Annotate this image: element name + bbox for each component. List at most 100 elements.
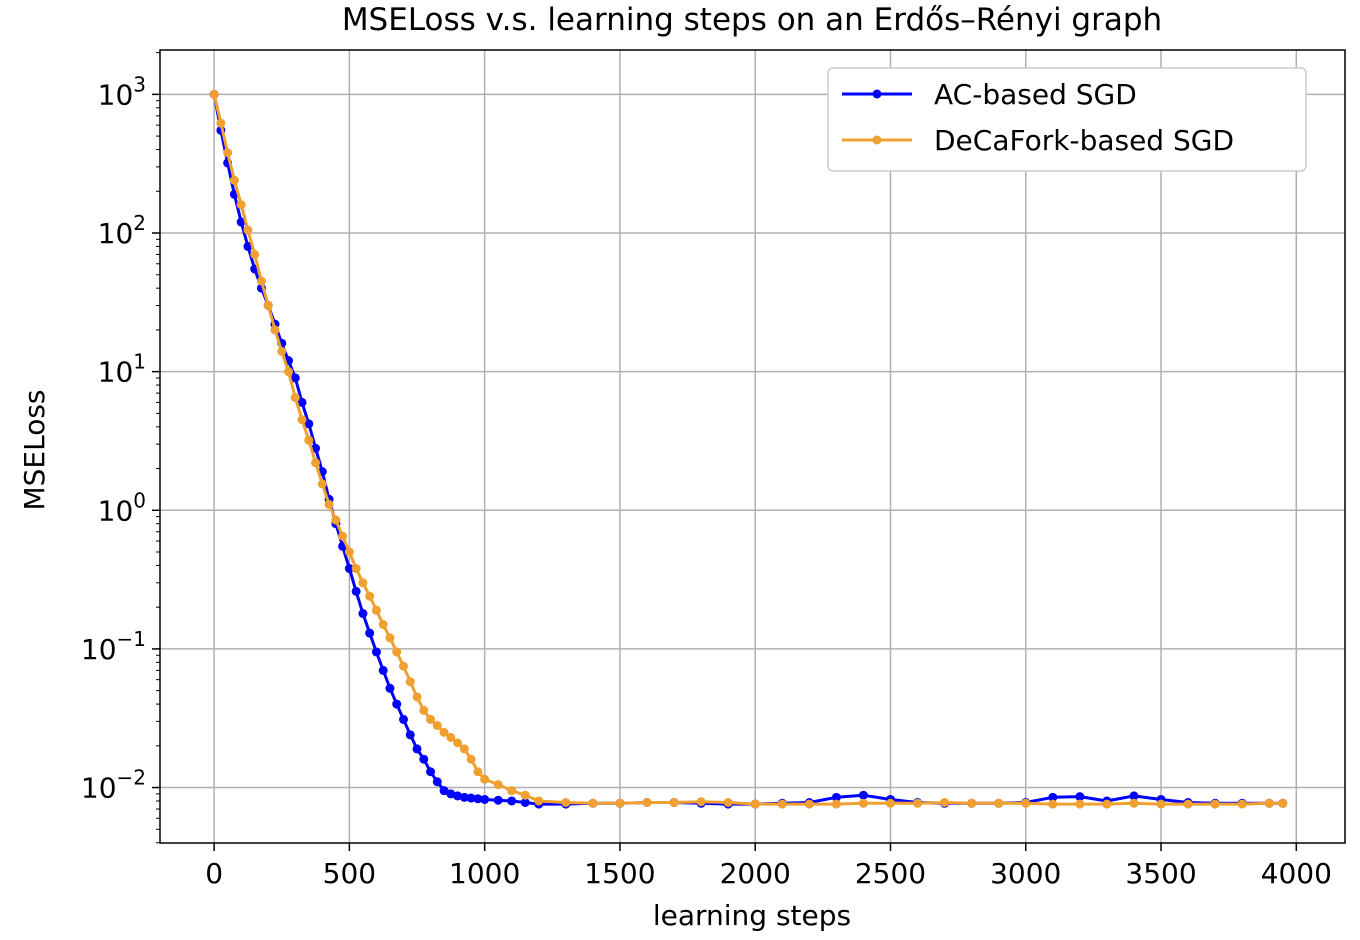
- data-point: [385, 683, 395, 693]
- series-1: [209, 89, 1288, 809]
- data-point: [419, 754, 429, 764]
- data-point: [351, 564, 361, 574]
- data-point: [669, 798, 679, 808]
- data-point: [439, 786, 449, 796]
- data-point: [1210, 799, 1220, 809]
- data-point: [804, 799, 814, 809]
- data-point: [371, 605, 381, 615]
- data-point: [324, 500, 334, 510]
- data-point: [412, 744, 422, 754]
- data-point: [1048, 799, 1058, 809]
- y-tick-label: 100: [98, 488, 146, 527]
- x-axis-label: learning steps: [653, 899, 851, 932]
- data-point: [520, 798, 530, 808]
- x-tick-label: 4000: [1261, 857, 1332, 890]
- data-point: [432, 777, 442, 787]
- y-tick-label: 103: [98, 72, 146, 111]
- legend-label: AC-based SGD: [934, 78, 1137, 111]
- data-point: [1075, 792, 1085, 802]
- data-point: [831, 799, 841, 809]
- data-point: [507, 786, 517, 796]
- data-point: [297, 415, 307, 425]
- data-point: [223, 148, 233, 158]
- data-point: [1129, 798, 1139, 808]
- legend-box: [827, 67, 1307, 172]
- y-axis-label: MSELoss: [18, 389, 51, 510]
- data-point: [777, 799, 787, 809]
- data-point: [453, 791, 463, 801]
- data-point: [831, 792, 841, 802]
- data-point: [331, 515, 341, 525]
- chart-title: MSELoss v.s. learning steps on an Erdős–…: [342, 2, 1162, 38]
- x-tick-label: 1500: [584, 857, 655, 890]
- data-point: [412, 692, 422, 702]
- data-point: [446, 789, 456, 799]
- data-point: [994, 798, 1004, 808]
- data-point: [304, 419, 314, 429]
- data-point: [1278, 798, 1288, 808]
- x-axis: 0 500 1000 1500 2000 2500 3000 3500 4000: [205, 843, 1332, 890]
- data-point: [967, 798, 977, 808]
- series-line: [212, 94, 1283, 806]
- data-point: [1075, 799, 1085, 809]
- data-point: [236, 200, 246, 210]
- data-point: [209, 89, 219, 99]
- data-point: [365, 628, 375, 638]
- data-point: [439, 727, 449, 737]
- data-point: [885, 798, 895, 808]
- data-point: [1048, 792, 1058, 802]
- data-point: [473, 794, 483, 804]
- data-point: [392, 699, 402, 709]
- data-point: [1156, 799, 1166, 809]
- data-point: [459, 792, 469, 802]
- data-point: [358, 578, 368, 588]
- data-point: [1129, 791, 1139, 801]
- series-2: [209, 89, 1288, 809]
- data-point: [432, 721, 442, 731]
- data-point: [561, 798, 571, 808]
- x-tick-label: 2500: [855, 857, 926, 890]
- data-point: [940, 798, 950, 808]
- legend-swatch-marker: [872, 135, 882, 145]
- data-point: [750, 799, 760, 809]
- legend: AC-based SGD DeCaFork-based SGD: [827, 67, 1307, 172]
- data-point: [236, 217, 246, 227]
- legend-swatch-marker: [872, 89, 882, 99]
- data-point: [1021, 798, 1031, 808]
- data-point: [426, 714, 436, 724]
- data-point: [696, 797, 706, 807]
- data-point: [642, 798, 652, 808]
- series-line: [212, 94, 1283, 806]
- y-tick-label: 101: [98, 350, 146, 389]
- data-point: [216, 118, 226, 128]
- data-point: [250, 249, 260, 259]
- y-tick-label: 10−1: [81, 627, 146, 666]
- legend-entries: AC-based SGD DeCaFork-based SGD: [842, 78, 1234, 157]
- data-point: [256, 276, 266, 286]
- data-point: [723, 798, 733, 808]
- data-point: [398, 714, 408, 724]
- x-tick-label: 1000: [449, 857, 520, 890]
- x-tick-label: 2000: [720, 857, 791, 890]
- data-point: [398, 661, 408, 671]
- data-point: [459, 744, 469, 754]
- data-point: [426, 767, 436, 777]
- data-point: [534, 796, 544, 806]
- data-point: [1237, 799, 1247, 809]
- data-point: [405, 677, 415, 687]
- x-tick-label: 500: [323, 857, 376, 890]
- data-point: [344, 547, 354, 557]
- data-point: [243, 225, 253, 235]
- data-point: [378, 665, 388, 675]
- data-point: [365, 591, 375, 601]
- grid: [160, 50, 1345, 843]
- data-point: [419, 705, 429, 715]
- data-point: [480, 774, 490, 784]
- data-point: [858, 790, 868, 800]
- data-point: [270, 325, 280, 335]
- data-point: [446, 732, 456, 742]
- x-tick-label: 3500: [1125, 857, 1196, 890]
- data-point: [311, 458, 321, 468]
- data-point: [297, 397, 307, 407]
